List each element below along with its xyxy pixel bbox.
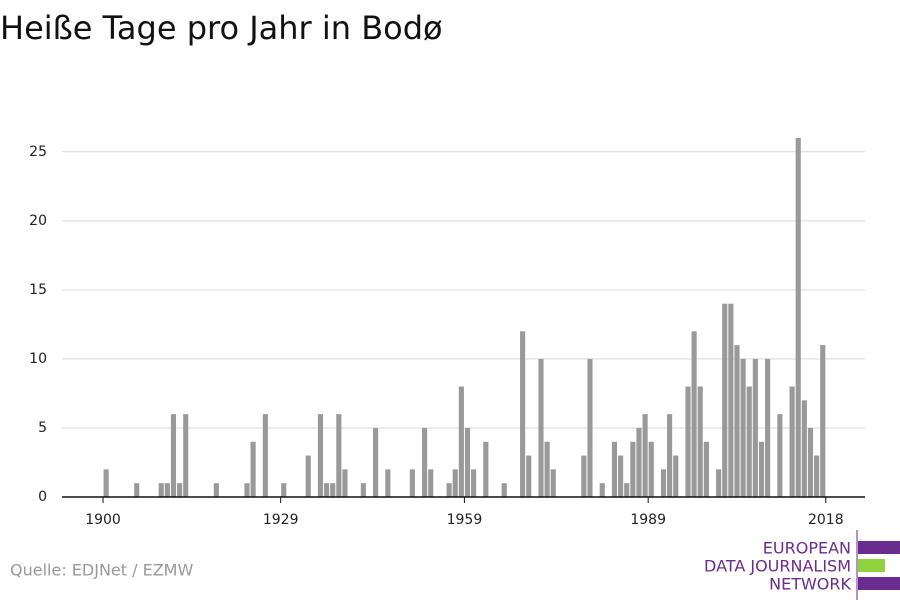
logo-bar [858, 541, 900, 554]
bar [305, 455, 311, 497]
bar [722, 303, 728, 497]
bar [409, 469, 415, 497]
bar [373, 427, 379, 497]
bar [801, 400, 807, 497]
bar [213, 483, 219, 497]
bar [691, 331, 697, 497]
bar [281, 483, 287, 497]
bar [728, 303, 734, 497]
x-tick-label: 1929 [263, 512, 299, 528]
bar [164, 483, 170, 497]
bar [734, 345, 740, 497]
y-tick-label: 25 [29, 144, 47, 160]
bar [581, 455, 587, 497]
bar [170, 414, 177, 497]
bar [422, 427, 428, 497]
bar [183, 414, 189, 497]
bar [807, 427, 814, 497]
y-tick-label: 15 [29, 282, 47, 298]
bar [330, 483, 336, 497]
bar [244, 483, 250, 497]
x-tick-label: 1900 [85, 512, 121, 528]
logo-text: DATA JOURNALISM [704, 557, 851, 576]
logo: EUROPEAN DATA JOURNALISM NETWORK [704, 530, 900, 600]
x-tick-label: 1989 [630, 512, 666, 528]
bar [446, 483, 452, 497]
bar [177, 483, 183, 497]
bar [685, 386, 691, 497]
bar [789, 386, 795, 497]
bar [795, 138, 801, 497]
bar [103, 469, 109, 497]
bar [324, 483, 330, 497]
bar [642, 414, 648, 497]
bar [624, 483, 630, 497]
bar [336, 414, 342, 497]
bar [673, 455, 679, 497]
bar [317, 414, 324, 497]
bar [471, 469, 477, 497]
bar [697, 386, 703, 497]
bar [752, 358, 758, 497]
bar [526, 455, 532, 497]
logo-text: NETWORK [769, 575, 851, 594]
y-tick-label: 20 [29, 213, 47, 229]
bar [550, 469, 556, 497]
y-tick-label: 0 [38, 489, 47, 505]
logo-bar [858, 577, 900, 590]
bar [464, 427, 471, 497]
bar [538, 358, 544, 497]
bar [765, 358, 771, 497]
bar [458, 386, 464, 497]
bar [611, 441, 618, 497]
bar [618, 455, 624, 497]
bar [134, 483, 140, 497]
bar [814, 455, 820, 497]
bar [483, 441, 489, 497]
bar [250, 441, 256, 497]
y-tick-label: 5 [38, 420, 47, 436]
bar [544, 441, 550, 497]
bar [587, 358, 593, 497]
bar [520, 331, 526, 497]
bar [501, 483, 507, 497]
logo-text: EUROPEAN [763, 539, 851, 558]
bar [758, 441, 765, 497]
bar [740, 358, 746, 497]
source: Quelle: EDJNet / EZMW [10, 561, 193, 580]
x-tick-label: 1959 [447, 512, 483, 528]
bar [599, 483, 605, 497]
bar [820, 345, 826, 497]
bar [636, 427, 642, 497]
x-tick-label: 2018 [808, 512, 844, 528]
bar [262, 414, 268, 497]
logo-bar [858, 559, 885, 572]
bar [777, 414, 783, 497]
bar [703, 441, 709, 497]
bar [360, 483, 366, 497]
y-tick-label: 10 [29, 351, 47, 367]
bar [746, 386, 752, 497]
bar [385, 469, 391, 497]
bar [667, 414, 673, 497]
bar [452, 469, 458, 497]
bar [716, 469, 722, 497]
bar [342, 469, 348, 497]
bar [158, 483, 164, 497]
bar [428, 469, 434, 497]
bar [648, 441, 654, 497]
chart-title: Heiße Tage pro Jahr in Bodø [0, 9, 443, 47]
bar [630, 441, 636, 497]
bar [660, 469, 667, 497]
